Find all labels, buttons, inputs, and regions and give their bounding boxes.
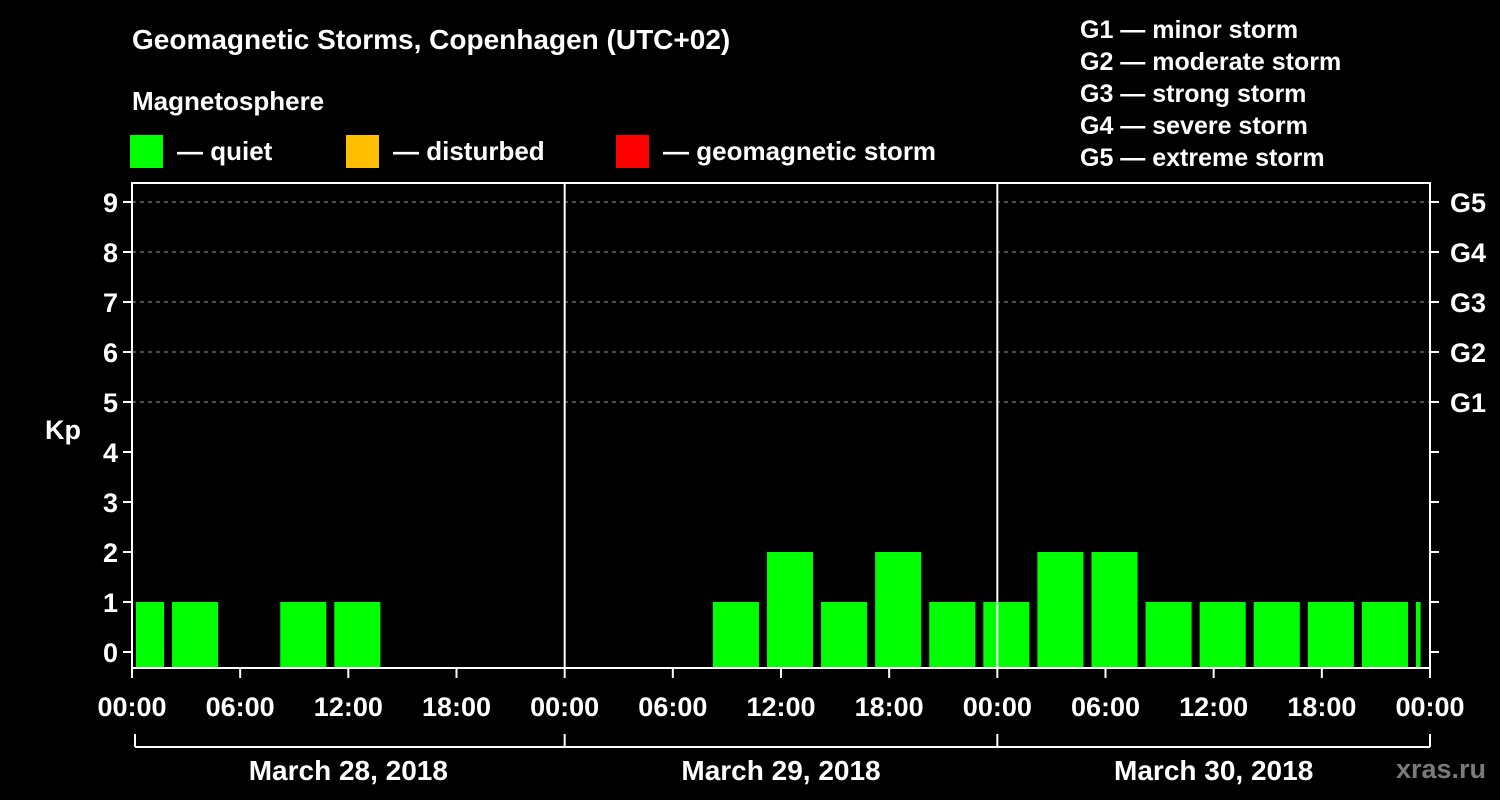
x-tick-label: 06:00 — [638, 692, 707, 722]
storm-swatch — [616, 134, 649, 168]
legend-quiet-label: — quiet — [177, 135, 273, 166]
kp-bar — [766, 552, 814, 668]
y-tick-label: 3 — [103, 488, 118, 518]
kp-bar — [983, 602, 1030, 668]
kp-bar — [929, 602, 976, 668]
storm-level-label: G4 — [1450, 238, 1486, 268]
kp-bar — [334, 602, 381, 668]
storm-level-label: G1 — [1450, 388, 1486, 418]
storm-level-label: G5 — [1450, 188, 1486, 218]
legend-quiet: — quiet — [130, 134, 272, 168]
x-tick-label: 06:00 — [1071, 692, 1140, 722]
chart-title: Geomagnetic Storms, Copenhagen (UTC+02) — [132, 24, 731, 55]
legend-disturbed-label: — disturbed — [393, 135, 545, 166]
y-tick-label: 2 — [103, 538, 118, 568]
watermark: xras.ru — [1395, 754, 1486, 784]
x-tick-label: 00:00 — [530, 692, 599, 722]
day-label: March 28, 2018 — [249, 755, 448, 786]
x-tick-label: 18:00 — [1287, 692, 1356, 722]
y-tick-label: 0 — [103, 638, 118, 668]
y-tick-label: 1 — [103, 588, 118, 618]
kp-bar — [1361, 602, 1408, 668]
y-tick-label: 5 — [103, 388, 118, 418]
y-tick-label: 8 — [103, 238, 118, 268]
y-tick-label: 7 — [103, 288, 118, 318]
y-tick-label: 9 — [103, 188, 118, 218]
storm-scale-g5: G5 — extreme storm — [1080, 144, 1325, 172]
kp-bar — [136, 602, 165, 668]
storm-scale-g1: G1 — minor storm — [1080, 16, 1299, 44]
x-tick-label: 00:00 — [963, 692, 1032, 722]
kp-bar — [1307, 602, 1354, 668]
y-axis-label: Kp — [45, 415, 81, 445]
storm-level-label: G2 — [1450, 338, 1486, 368]
storm-scale-g4: G4 — severe storm — [1080, 112, 1308, 140]
kp-bar — [875, 552, 922, 668]
x-tick-label: 18:00 — [422, 692, 491, 722]
kp-bar — [1037, 552, 1084, 668]
legend-storm-label: — geomagnetic storm — [663, 135, 937, 166]
day-label: March 29, 2018 — [681, 755, 880, 786]
legend-heading: Magnetosphere — [132, 86, 325, 116]
kp-bar — [1091, 552, 1138, 668]
day-label: March 30, 2018 — [1114, 755, 1313, 786]
kp-bar — [172, 602, 219, 668]
storm-scale-legend: G1 — minor storm G2 — moderate storm G3 … — [1080, 14, 1341, 174]
kp-bar — [280, 602, 327, 668]
storm-level-label: G3 — [1450, 288, 1486, 318]
kp-bar — [1199, 602, 1246, 668]
x-tick-label: 06:00 — [206, 692, 275, 722]
legend-disturbed: — disturbed — [346, 134, 545, 168]
storm-scale-g3: G3 — strong storm — [1080, 80, 1307, 108]
x-tick-label: 12:00 — [314, 692, 383, 722]
disturbed-swatch — [346, 134, 379, 168]
y-tick-label: 6 — [103, 338, 118, 368]
kp-bar — [712, 602, 759, 668]
kp-bar — [1415, 602, 1421, 668]
storm-scale-g2: G2 — moderate storm — [1080, 48, 1342, 76]
quiet-swatch — [130, 134, 163, 168]
y-tick-label: 4 — [103, 438, 118, 468]
kp-bar — [1253, 602, 1300, 668]
kp-bar — [1145, 602, 1192, 668]
x-tick-label: 18:00 — [855, 692, 924, 722]
legend-storm: — geomagnetic storm — [616, 134, 936, 168]
x-tick-label: 12:00 — [1179, 692, 1248, 722]
x-tick-label: 00:00 — [97, 692, 166, 722]
x-tick-label: 00:00 — [1395, 692, 1464, 722]
x-tick-label: 12:00 — [746, 692, 815, 722]
kp-bar — [821, 602, 868, 668]
